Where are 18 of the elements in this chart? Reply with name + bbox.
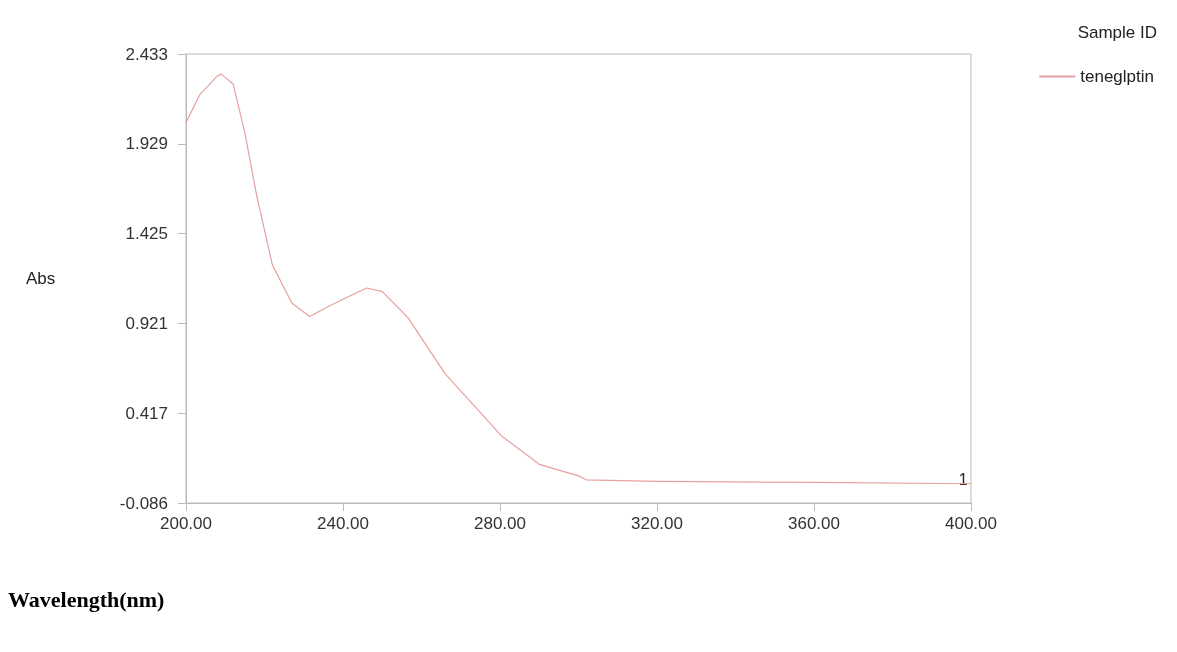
line-series [185,73,972,485]
annotation: 1 [958,471,968,489]
x-tick-label: 360.00 [788,514,840,533]
x-tick-label: 240.00 [317,514,369,533]
legend-title: Sample ID [1077,23,1158,42]
legend-label: teneglptin [1080,67,1155,86]
y-tick-label: 1.425 [125,224,168,244]
x-tick-label: 280.00 [474,514,526,533]
y-tick-label: -0.086 [119,493,168,513]
x-tick-label: 320.00 [631,514,683,533]
x-axis-title: Wavelength(nm) [8,586,165,612]
y-tick-label: 1.929 [125,134,168,154]
y-tick-label: 0.417 [125,403,168,423]
x-tick-label: 200.00 [160,514,212,533]
y-axis-title: Abs [26,269,56,288]
y-tick-label: 0.921 [125,314,168,334]
y-tick-label: 2.433 [125,44,168,64]
x-tick-label: 400.00 [945,514,997,533]
